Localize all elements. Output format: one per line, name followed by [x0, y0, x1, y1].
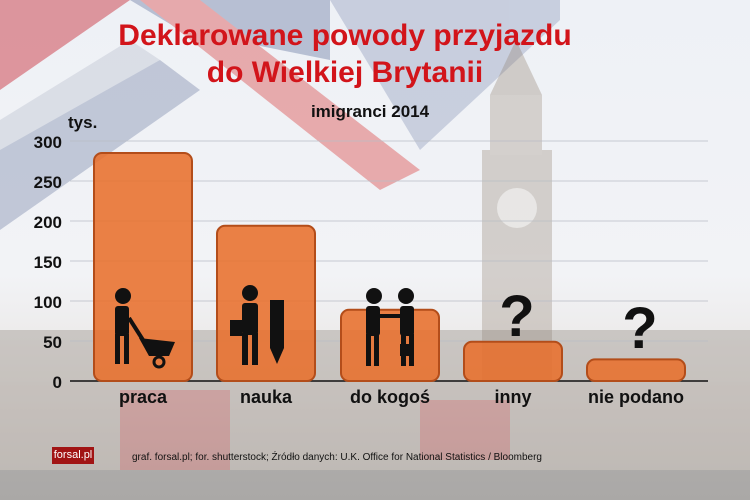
bar: [93, 152, 193, 382]
y-tick-label: 100: [34, 293, 62, 312]
chart-title-line1: Deklarowane powody przyjazdu: [118, 19, 572, 52]
svg-text:?: ?: [622, 296, 657, 361]
flag-decoration: [0, 0, 560, 230]
brand-logo: forsal.pl: [52, 447, 94, 464]
y-axis-unit-label: tys.: [68, 113, 98, 132]
y-tick-label: 200: [34, 213, 62, 232]
x-category-label: nauka: [240, 387, 293, 407]
bar: [340, 308, 440, 382]
question-mark-icon: ?: [499, 284, 534, 349]
handshake-icon: [366, 288, 414, 366]
source-note: graf. forsal.pl; for. shutterstock; Źród…: [132, 452, 542, 463]
y-tick-label: 0: [53, 373, 62, 392]
bar: [463, 340, 563, 382]
y-tick-label: 250: [34, 173, 62, 192]
question-mark-icon: ?: [622, 296, 657, 361]
x-category-label: nie podano: [588, 387, 684, 407]
y-tick-label: 50: [43, 333, 62, 352]
x-category-label: inny: [494, 387, 531, 407]
y-tick-label: 150: [34, 253, 62, 272]
chart-title-line2: do Wielkiej Brytanii: [206, 56, 484, 89]
worker-wheelbarrow-icon: [115, 288, 175, 369]
bar: [216, 224, 316, 382]
svg-text:?: ?: [499, 284, 534, 349]
bar: [586, 358, 686, 382]
chart-subtitle: imigranci 2014: [310, 102, 430, 121]
student-pencil-icon: [230, 285, 284, 365]
x-category-label: do kogoś: [350, 387, 430, 407]
y-tick-label: 300: [34, 133, 62, 152]
x-category-label: praca: [119, 387, 168, 407]
